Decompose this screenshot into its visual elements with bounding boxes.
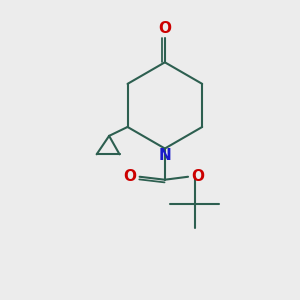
Text: O: O — [124, 169, 136, 184]
Text: N: N — [158, 148, 171, 163]
Text: O: O — [158, 22, 171, 37]
Text: O: O — [191, 169, 204, 184]
